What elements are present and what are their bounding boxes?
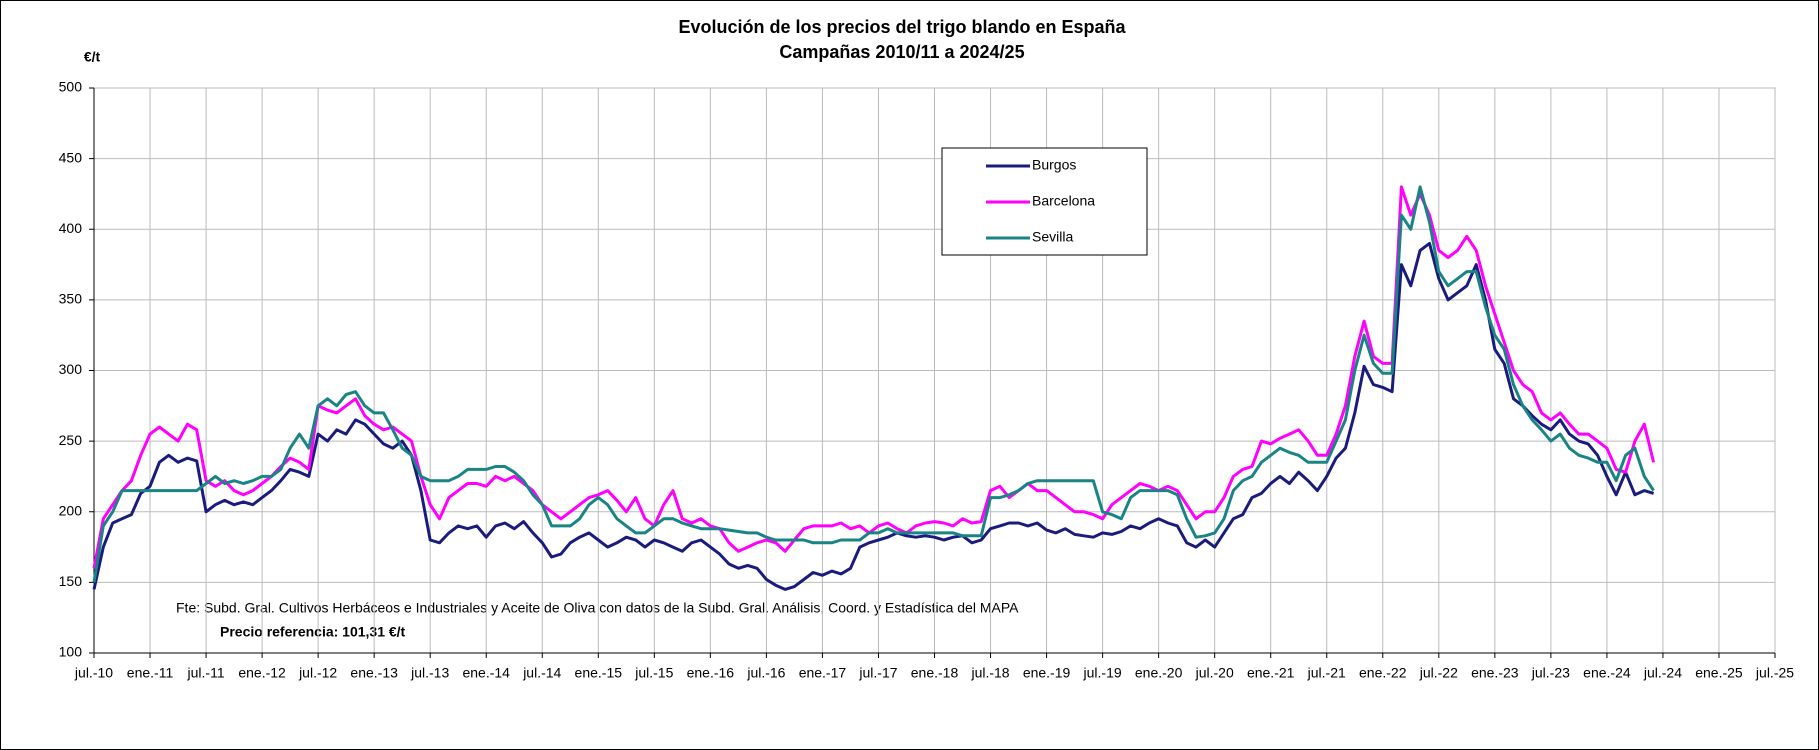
x-tick-label: ene.-25: [1695, 665, 1743, 681]
line-series: [92, 185, 1655, 583]
x-tick-label: jul.-23: [1531, 665, 1570, 681]
x-tick-label: ene.-11: [127, 665, 174, 681]
y-tick-label: 300: [59, 361, 83, 377]
x-tick-label: ene.-14: [462, 665, 510, 681]
chart-subtitle: Campañas 2010/11 a 2024/25: [779, 42, 1024, 62]
x-tick-label: ene.-22: [1359, 665, 1407, 681]
y-tick-label: 200: [59, 502, 83, 518]
x-tick-label: ene.-18: [911, 665, 959, 681]
x-tick-label: jul.-14: [522, 665, 561, 681]
x-tick-label: jul.-17: [858, 665, 897, 681]
y-tick-label: 350: [59, 291, 83, 307]
x-tick-label: ene.-23: [1471, 665, 1519, 681]
x-tick-label: jul.-10: [74, 665, 113, 681]
legend-box: [941, 147, 1148, 256]
x-tick-label: ene.-21: [1247, 665, 1295, 681]
x-tick-label: ene.-24: [1583, 665, 1631, 681]
y-tick-label: 400: [59, 220, 83, 236]
x-tick-label: jul.-24: [1643, 665, 1682, 681]
x-tick-label: jul.-12: [298, 665, 337, 681]
x-tick-label: jul.-18: [970, 665, 1009, 681]
x-tick-label: ene.-13: [350, 665, 398, 681]
x-tick-label: ene.-16: [687, 665, 735, 681]
y-tick-label: 450: [59, 149, 83, 165]
x-tick-label: jul.-13: [410, 665, 449, 681]
chart-title: Evolución de los precios del trigo bland…: [678, 17, 1126, 37]
y-tick-label: 150: [59, 573, 83, 589]
legend-label: Barcelona: [1032, 193, 1095, 209]
x-tick-label: jul.-21: [1307, 665, 1346, 681]
y-axis-label: €/t: [84, 49, 101, 65]
x-tick-label: ene.-15: [575, 665, 623, 681]
x-tick-label: ene.-17: [799, 665, 847, 681]
x-tick-label: jul.-11: [187, 665, 225, 681]
x-tick-label: jul.-20: [1195, 665, 1234, 681]
x-tick-label: jul.-16: [746, 665, 785, 681]
y-tick-label: 100: [59, 644, 83, 660]
x-tick-label: jul.-25: [1755, 665, 1794, 681]
legend-label: Sevilla: [1032, 229, 1073, 245]
x-tick-label: ene.-19: [1023, 665, 1071, 681]
legend: Burgos Barcelona Sevilla: [941, 147, 1148, 256]
x-tick-label: jul.-22: [1419, 665, 1458, 681]
x-tick-label: ene.-12: [238, 665, 286, 681]
x-tick-label: ene.-20: [1135, 665, 1183, 681]
x-tick-label: jul.-19: [1083, 665, 1122, 681]
y-tick-label: 500: [59, 79, 83, 95]
source-note: Fte: Subd. Gral. Cultivos Herbáceos e In…: [176, 600, 1019, 616]
legend-label: Burgos: [1032, 157, 1076, 173]
reference-note: Precio referencia: 101,31 €/t: [220, 624, 406, 640]
y-tick-label: 250: [59, 432, 83, 448]
x-tick-label: jul.-15: [634, 665, 673, 681]
